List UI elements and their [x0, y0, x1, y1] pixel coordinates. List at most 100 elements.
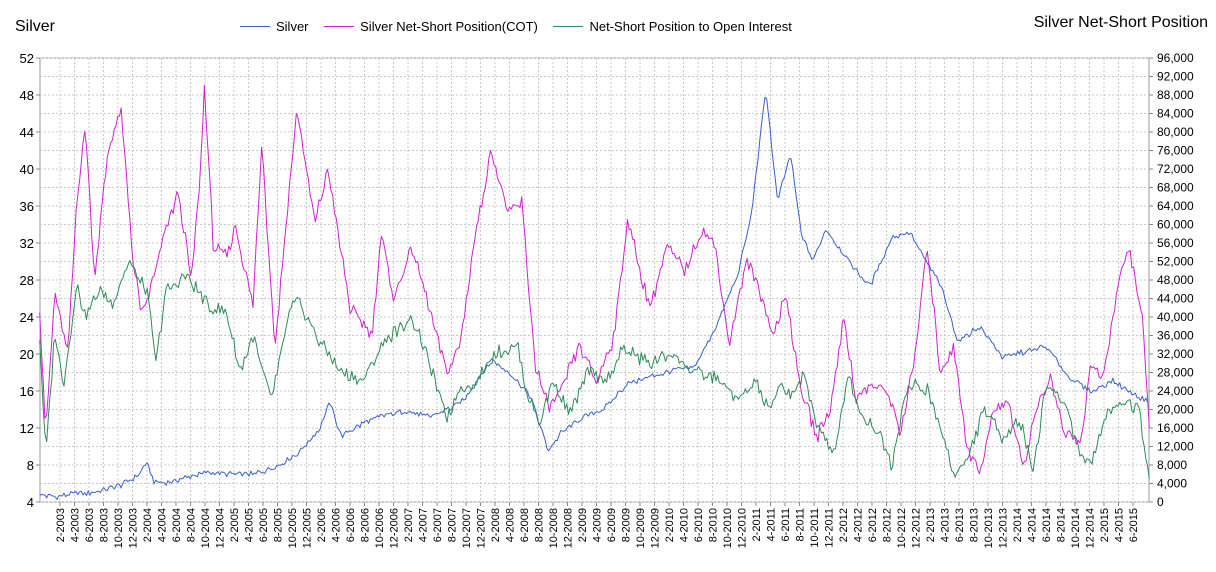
left-tick-label: 28 [20, 273, 34, 288]
x-tick-label: 6-2010 [693, 508, 705, 542]
x-tick-label: 8-2013 [969, 508, 981, 542]
x-tick-label: 12-2013 [998, 508, 1010, 548]
left-axis-title: Silver [15, 18, 56, 35]
right-tick-label: 44,000 [1157, 292, 1194, 306]
right-tick-label: 40,000 [1157, 310, 1194, 324]
legend-label-silver: Silver [276, 19, 309, 34]
x-tick-label: 8-2006 [360, 508, 372, 542]
left-tick-label: 24 [20, 310, 34, 325]
x-tick-label: 10-2008 [548, 508, 560, 548]
left-tick-label: 32 [20, 236, 34, 251]
right-axis-title: Silver Net-Short Position [1033, 14, 1208, 31]
x-tick-label: 2-2008 [490, 508, 502, 542]
right-tick-label: 16,000 [1157, 421, 1194, 435]
x-tick-label: 4-2013 [940, 508, 952, 542]
x-tick-label: 12-2009 [650, 508, 662, 548]
x-tick-label: 10-2014 [1070, 508, 1082, 548]
right-tick-label: 88,000 [1157, 88, 1194, 102]
x-tick-label: 10-2010 [722, 508, 734, 548]
right-tick-label: 28,000 [1157, 366, 1194, 380]
x-tick-label: 2-2004 [142, 508, 154, 542]
x-tick-label: 12-2008 [563, 508, 575, 548]
x-tick-label: 2-2013 [925, 508, 937, 542]
right-tick-label: 8,000 [1157, 458, 1187, 472]
x-tick-label: 12-2006 [389, 508, 401, 548]
left-tick-label: 12 [20, 421, 34, 436]
x-tick-label: 4-2010 [679, 508, 691, 542]
left-tick-label: 40 [20, 162, 34, 177]
right-tick-label: 36,000 [1157, 329, 1194, 343]
right-tick-label: 4,000 [1157, 477, 1187, 491]
x-tick-label: 6-2015 [1128, 508, 1140, 542]
x-tick-label: 6-2009 [606, 508, 618, 542]
x-tick-label: 6-2014 [1041, 508, 1053, 542]
x-tick-label: 4-2011 [766, 508, 778, 541]
x-tick-label: 4-2005 [244, 508, 256, 542]
right-tick-label: 84,000 [1157, 107, 1194, 121]
x-tick-label: 2-2011 [751, 508, 763, 541]
x-tick-label: 4-2003 [70, 508, 82, 542]
x-tick-label: 4-2008 [505, 508, 517, 542]
legend: Silver Silver Net-Short Position(COT) Ne… [240, 15, 804, 34]
x-tick-label: 12-2014 [1085, 508, 1097, 548]
x-tick-label: 10-2004 [200, 508, 212, 548]
right-tick-label: 32,000 [1157, 347, 1194, 361]
legend-label-net-short: Silver Net-Short Position(COT) [360, 19, 538, 34]
left-tick-label: 52 [20, 51, 34, 66]
x-tick-label: 8-2009 [621, 508, 633, 542]
right-tick-label: 48,000 [1157, 273, 1194, 287]
x-tick-label: 8-2012 [882, 508, 894, 542]
x-tick-label: 6-2006 [345, 508, 357, 542]
x-tick-label: 2-2010 [664, 508, 676, 542]
x-tick-label: 12-2011 [824, 508, 836, 548]
x-tick-label: 4-2006 [331, 508, 343, 542]
right-tick-label: 68,000 [1157, 181, 1194, 195]
x-tick-label: 2-2015 [1099, 508, 1111, 542]
x-tick-label: 10-2013 [983, 508, 995, 548]
left-tick-label: 44 [20, 125, 34, 140]
legend-swatch-oi-ratio [553, 26, 584, 27]
x-tick-label: 2-2012 [838, 508, 850, 542]
right-tick-label: 0 [1157, 495, 1164, 509]
left-tick-label: 36 [20, 199, 34, 214]
x-tick-label: 2-2009 [577, 508, 589, 542]
right-tick-label: 76,000 [1157, 144, 1194, 158]
left-tick-label: 16 [20, 384, 34, 399]
x-tick-label: 6-2011 [780, 508, 792, 541]
x-tick-label: 8-2011 [795, 508, 807, 541]
right-tick-label: 96,000 [1157, 51, 1194, 65]
x-tick-label: 8-2003 [99, 508, 111, 542]
x-tick-label: 10-2009 [635, 508, 647, 548]
x-tick-label: 2-2006 [316, 508, 328, 542]
x-tick-label: 2-2003 [55, 508, 67, 542]
x-tick-label: 12-2010 [737, 508, 749, 548]
x-tick-label: 8-2005 [273, 508, 285, 542]
x-tick-label: 4-2007 [418, 508, 430, 542]
left-tick-label: 8 [27, 458, 34, 473]
right-tick-label: 52,000 [1157, 255, 1194, 269]
x-tick-label: 10-2012 [896, 508, 908, 548]
x-tick-label: 12-2012 [911, 508, 923, 548]
right-tick-label: 20,000 [1157, 403, 1194, 417]
x-tick-label: 6-2005 [258, 508, 270, 542]
right-tick-label: 12,000 [1157, 440, 1194, 454]
right-tick-label: 72,000 [1157, 162, 1194, 176]
x-tick-label: 2-2014 [1012, 508, 1024, 542]
left-tick-label: 20 [20, 347, 34, 362]
x-tick-label: 6-2003 [84, 508, 96, 542]
legend-item-silver: Silver [240, 19, 309, 34]
x-tick-label: 12-2004 [215, 508, 227, 548]
legend-item-oi-ratio: Net-Short Position to Open Interest [553, 19, 792, 34]
right-tick-label: 60,000 [1157, 218, 1194, 232]
legend-label-oi-ratio: Net-Short Position to Open Interest [589, 19, 792, 34]
legend-swatch-silver [240, 26, 270, 27]
right-tick-label: 92,000 [1157, 70, 1194, 84]
x-tick-label: 12-2003 [128, 508, 140, 548]
x-tick-label: 2-2007 [403, 508, 415, 542]
x-tick-label: 4-2012 [853, 508, 865, 542]
x-tick-label: 10-2003 [113, 508, 125, 548]
right-tick-label: 56,000 [1157, 236, 1194, 250]
x-tick-label: 4-2015 [1114, 508, 1126, 542]
x-tick-label: 12-2007 [476, 508, 488, 548]
